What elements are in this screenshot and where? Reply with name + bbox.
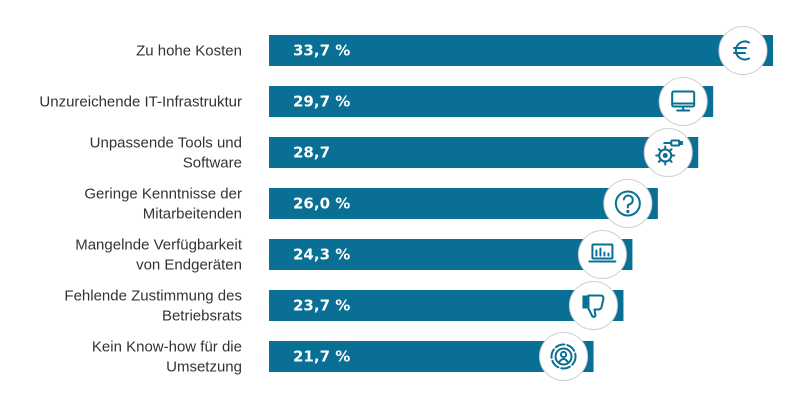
target-person-icon: [539, 332, 589, 381]
value-label: 28,7: [293, 144, 330, 162]
value-label: 33,7 %: [293, 42, 350, 60]
value-label: 23,7 %: [293, 297, 350, 315]
category-label: Zu hohe Kosten: [136, 43, 242, 60]
value-label: 21,7 %: [293, 348, 350, 366]
thumbs-down-icon: [568, 281, 618, 330]
category-label: Kein Know-how für die Umsetzung: [92, 339, 242, 376]
category-label: Mangelnde Verfügbarkeit von Endgeräten: [75, 237, 243, 274]
question-icon: [603, 179, 653, 228]
gear-plug-icon: [643, 128, 693, 177]
value-label: 24,3 %: [293, 246, 350, 264]
laptop-chart-icon: [577, 230, 627, 279]
bar: [269, 290, 624, 321]
bar: [269, 86, 714, 117]
category-label: Unzureichende IT-Infrastruktur: [39, 94, 242, 111]
value-label: 26,0 %: [293, 195, 350, 213]
bar: [269, 188, 658, 219]
euro-icon: [718, 26, 768, 75]
bar: [269, 35, 773, 66]
bar: [269, 137, 699, 168]
category-label: Unpassende Tools und Software: [90, 135, 242, 172]
value-label: 29,7 %: [293, 93, 350, 111]
category-label: Fehlende Zustimmung des Betriebsrats: [64, 288, 242, 325]
monitor-icon: [658, 77, 708, 126]
category-label: Geringe Kenntnisse der Mitarbeitenden: [84, 186, 242, 223]
bar: [269, 239, 633, 270]
